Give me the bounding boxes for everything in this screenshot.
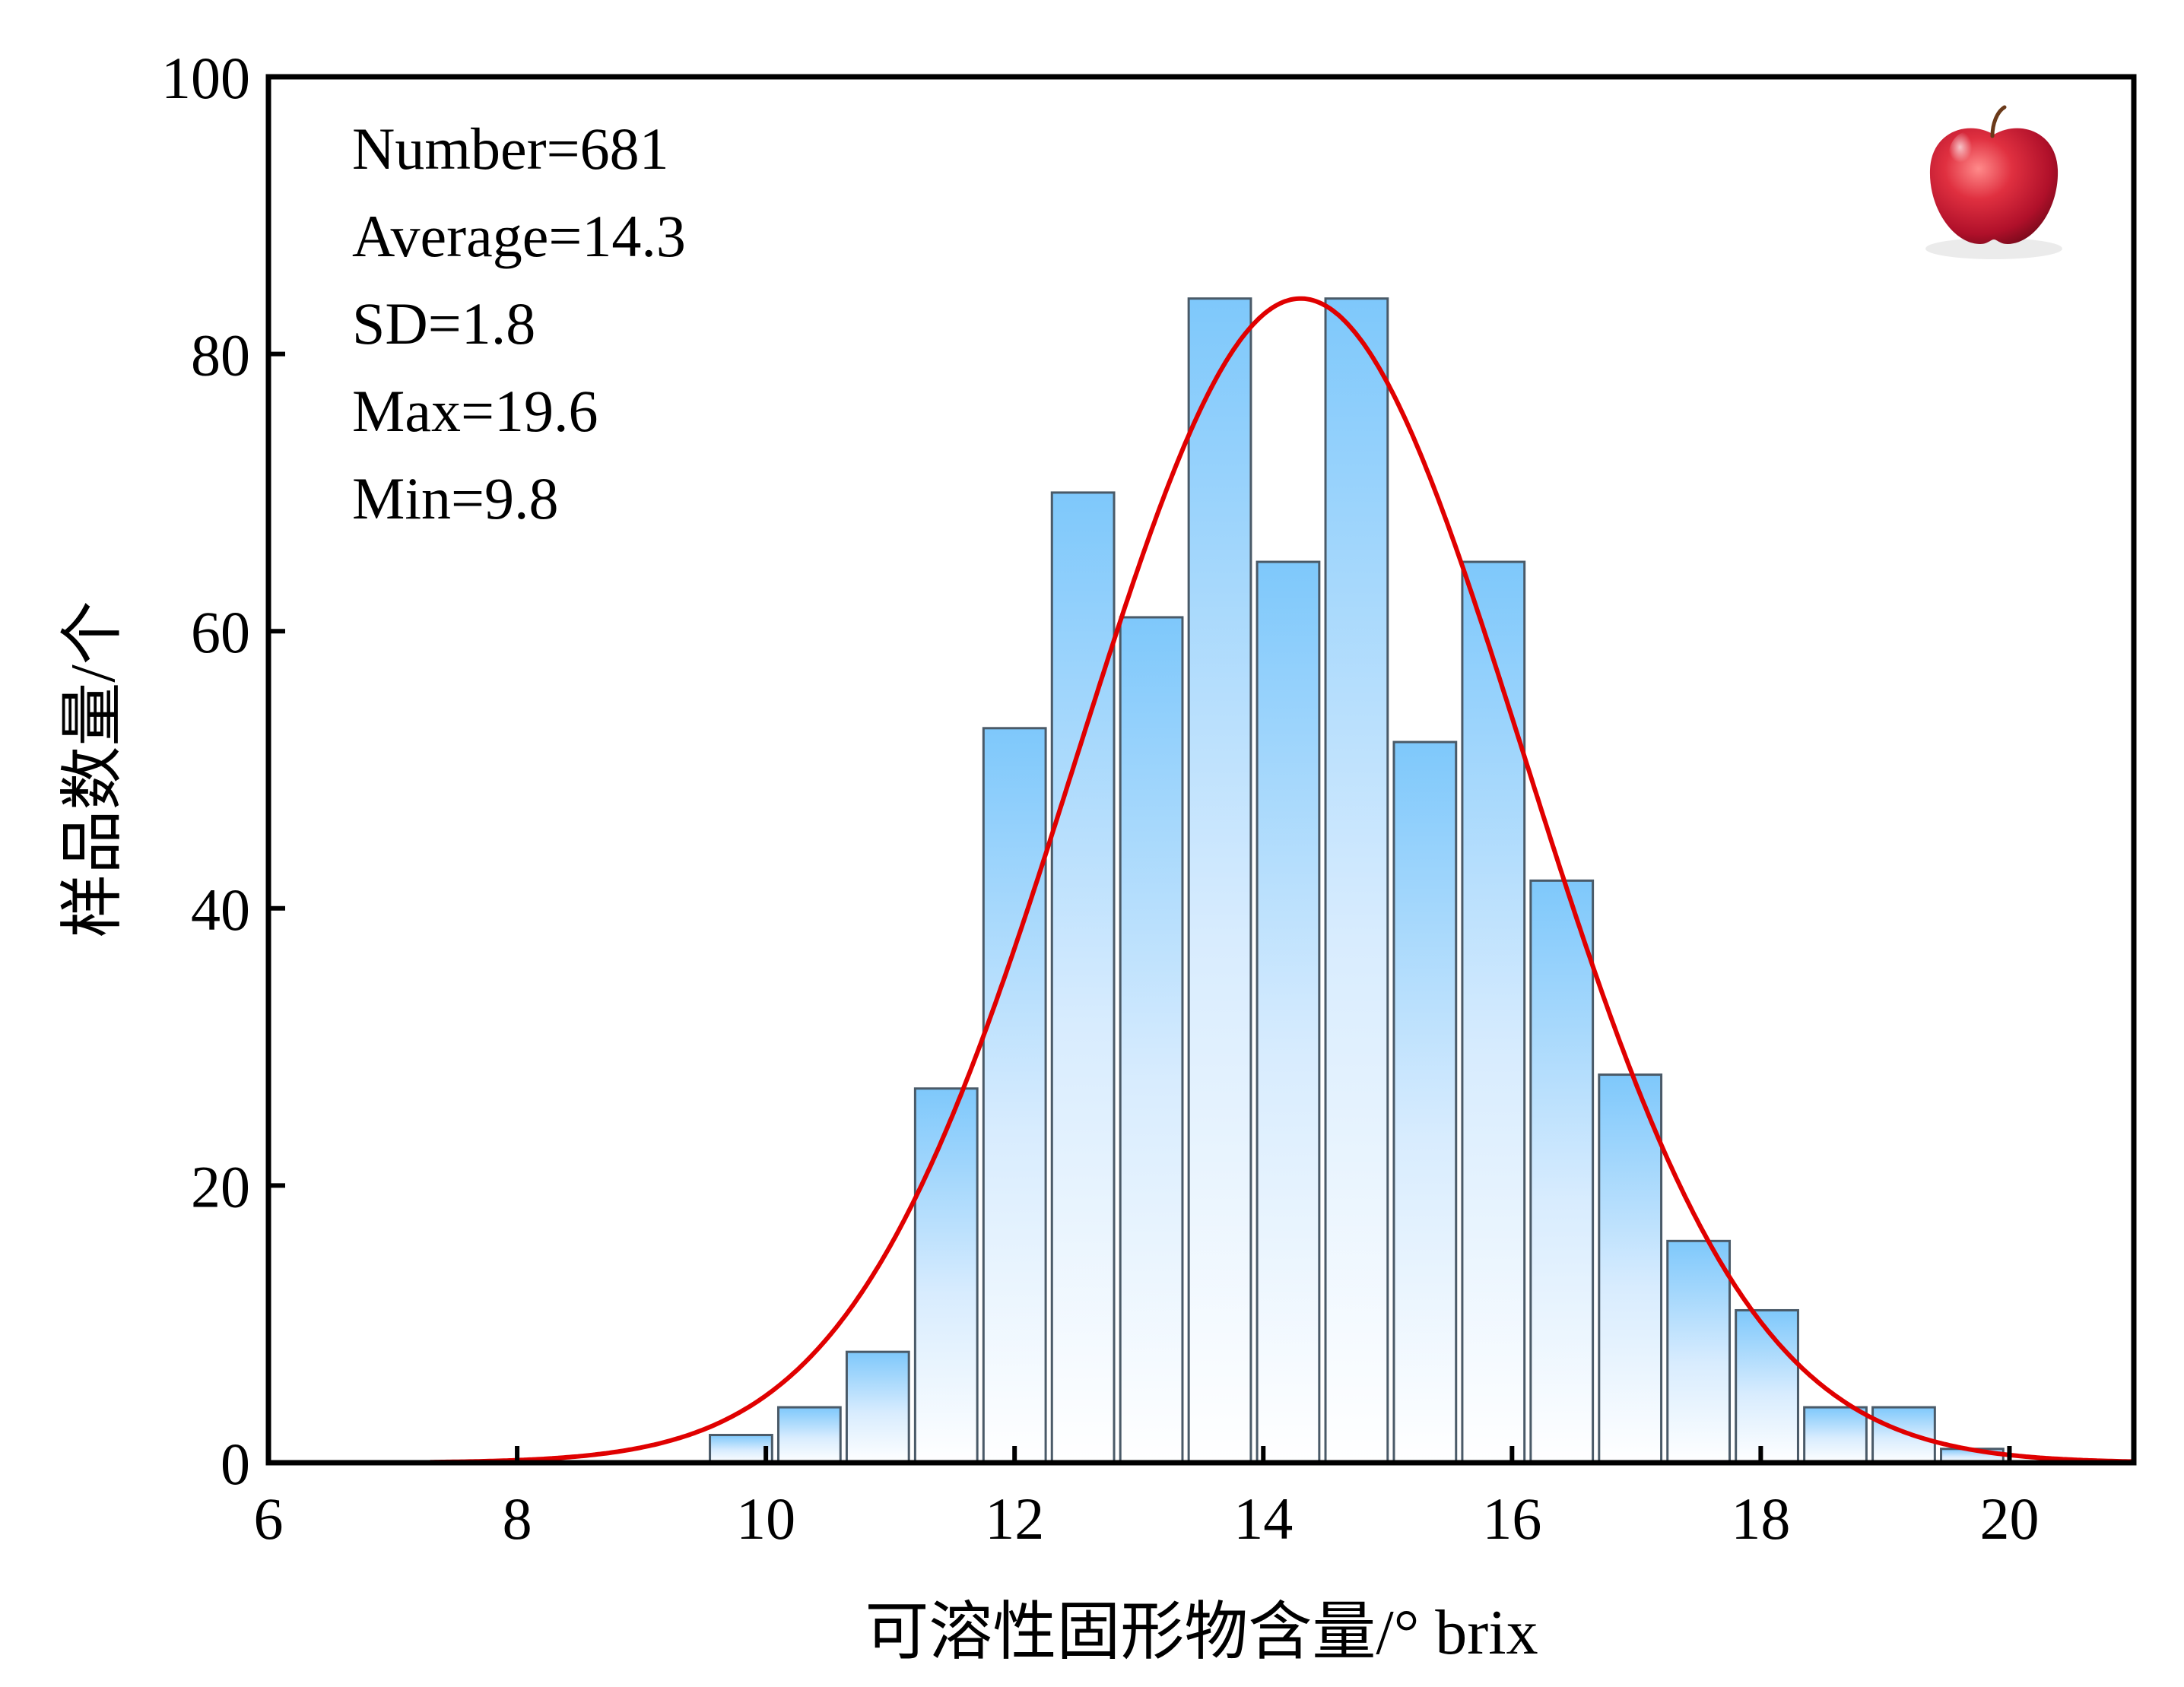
histogram-bar <box>913 1087 979 1464</box>
histogram-bars <box>709 297 2005 1464</box>
stat-line: Average=14.3 <box>352 203 686 269</box>
plot-frame <box>265 74 2137 1466</box>
x-tick-label: 18 <box>1731 1486 1790 1552</box>
y-tick-label: 40 <box>191 877 250 943</box>
histogram-bar <box>1050 491 1116 1464</box>
histogram-bar <box>1461 560 1526 1464</box>
stat-line: Number=681 <box>352 116 669 182</box>
stat-line: Max=19.6 <box>352 378 598 444</box>
x-tick-label: 8 <box>503 1486 532 1552</box>
histogram-bar <box>1324 297 1389 1464</box>
stats-annotation: Number=681 Average=14.3 SD=1.8 Max=19.6 Min=… <box>352 116 686 531</box>
x-tick-label: 10 <box>736 1486 795 1552</box>
y-axis-title: 样品数量/个 <box>58 601 129 937</box>
stat-line: SD=1.8 <box>352 290 535 357</box>
x-tick-label: 6 <box>254 1486 284 1552</box>
stat-line: Min=9.8 <box>352 465 559 531</box>
normal-fit-curve <box>430 296 2135 1465</box>
histogram-bar <box>709 1434 773 1464</box>
histogram-bar <box>1598 1073 1663 1464</box>
histogram-bar <box>1255 560 1321 1464</box>
histogram-bar <box>1392 740 1458 1464</box>
histogram-bar <box>1666 1239 1732 1464</box>
x-tick-label: 16 <box>1482 1486 1541 1552</box>
histogram-bar <box>1871 1406 1936 1464</box>
y-tick-label: 20 <box>191 1153 250 1219</box>
y-axis-ticks: 0 20 40 60 80 100 <box>161 45 285 1497</box>
x-axis-title: 可溶性固形物含量/° brix <box>865 1597 1538 1668</box>
apple-icon <box>1925 105 2062 259</box>
x-tick-label: 12 <box>985 1486 1044 1552</box>
histogram-bar <box>845 1350 910 1464</box>
x-axis-ticks: 6 8 10 12 14 16 18 20 <box>254 1446 2039 1552</box>
histogram-bar <box>1119 616 1184 1464</box>
y-tick-label: 0 <box>221 1431 250 1497</box>
histogram-bar <box>982 727 1047 1464</box>
histogram-bar <box>1735 1308 1799 1464</box>
x-tick-label: 14 <box>1233 1486 1293 1552</box>
histogram-bar <box>1803 1406 1868 1464</box>
histogram-bar <box>776 1406 842 1464</box>
y-tick-label: 80 <box>191 322 250 388</box>
y-tick-label: 100 <box>161 45 250 111</box>
histogram-bar <box>1529 879 1595 1464</box>
histogram-bar <box>1187 297 1252 1464</box>
y-tick-label: 60 <box>191 599 250 665</box>
x-tick-label: 20 <box>1979 1486 2039 1552</box>
